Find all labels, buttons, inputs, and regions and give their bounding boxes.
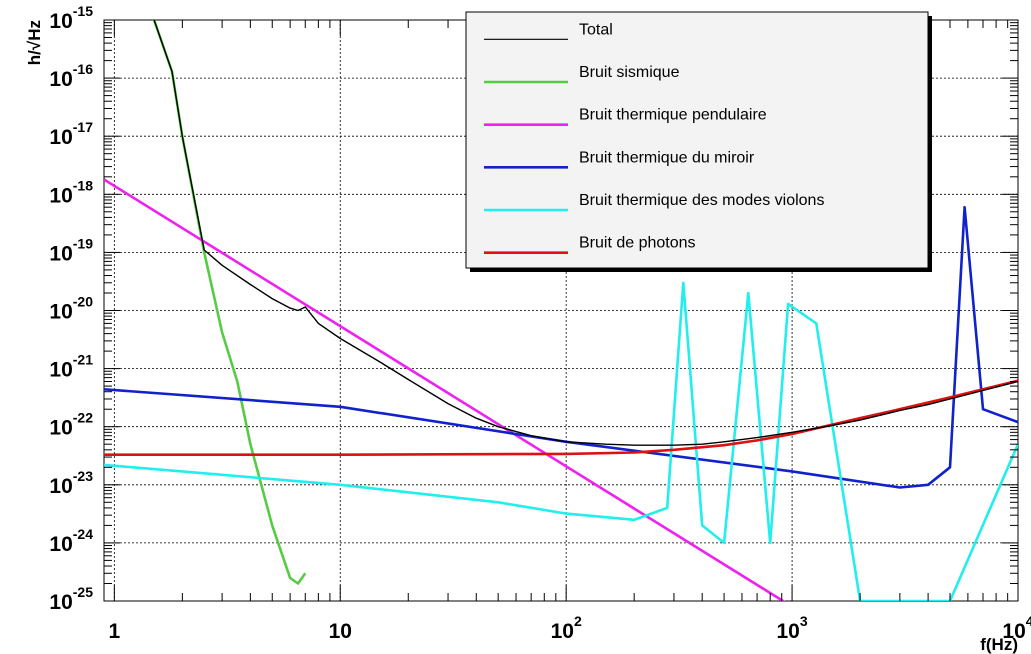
y-tick-label: 10-19: [49, 235, 93, 265]
legend-label: Bruit thermique des modes violons: [579, 192, 824, 209]
series-line-5: [104, 379, 1018, 456]
y-tick-label: 10-17: [49, 119, 93, 149]
legend-label: Bruit de photons: [579, 235, 696, 252]
legend-label: Bruit sismique: [579, 64, 680, 81]
series-line-0: [153, 20, 1018, 446]
y-tick-label: 10-23: [49, 468, 93, 498]
series-line-2: [104, 178, 786, 601]
axes-layer: 1 10 102 103 104 10-15 10-16 10-17 10-18 10-19 10-…: [25, 3, 1031, 654]
x-tick-label: 102: [551, 613, 582, 643]
legend: Total Bruit sismique Bruit thermique pendu…: [465, 11, 932, 272]
y-tick-label: 10-20: [49, 294, 93, 324]
series-line-3: [104, 205, 1018, 489]
y-tick-label: 10-21: [49, 352, 93, 382]
y-tick-label: 10-22: [49, 410, 93, 440]
y-tick-label: 10-15: [49, 3, 93, 33]
x-tick-label: 10: [329, 620, 352, 643]
legend-label: Bruit thermique du miroir: [579, 149, 755, 166]
legend-box: [465, 11, 929, 269]
legend-label: Total: [579, 21, 613, 38]
y-tick-label: 10-16: [49, 61, 93, 91]
y-axis-title: h/√Hz: [25, 20, 44, 65]
legend-label: Bruit thermique pendulaire: [579, 107, 767, 124]
x-tick-label: 103: [777, 613, 808, 643]
series-layer: [104, 20, 1018, 601]
y-tick-label: 10-24: [49, 526, 93, 556]
x-axis-title: f(Hz): [980, 635, 1018, 654]
y-tick-label: 10-25: [49, 584, 93, 614]
series-line-4: [104, 281, 1018, 601]
y-tick-label: 10-18: [49, 177, 93, 207]
x-tick-label: 1: [108, 620, 120, 643]
x-tick-label: 104: [1002, 613, 1031, 643]
